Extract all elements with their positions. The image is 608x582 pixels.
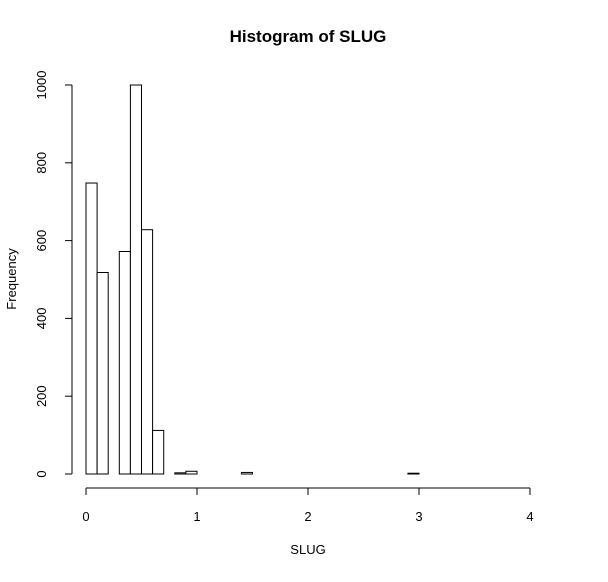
y-tick-label: 800 — [34, 152, 49, 174]
x-tick-label: 2 — [304, 509, 311, 524]
histogram-bar — [407, 472, 420, 475]
histogram-bar — [129, 84, 142, 475]
histogram-bar — [152, 429, 165, 475]
y-axis-label: Frequency — [4, 248, 19, 310]
y-tick-label: 1000 — [34, 71, 49, 100]
histogram-bar — [240, 471, 253, 475]
histogram-bar — [96, 272, 109, 475]
y-axis: 0 200 400 600 800 1000 — [34, 71, 73, 478]
chart-title: Histogram of SLUG — [230, 27, 387, 46]
x-tick-label: 1 — [193, 509, 200, 524]
x-axis: 0 1 2 3 4 — [82, 487, 534, 524]
bars-group — [85, 84, 420, 475]
histogram-bar — [141, 229, 154, 475]
y-tick-label: 400 — [34, 308, 49, 330]
y-tick-label: 200 — [34, 385, 49, 407]
y-tick-label: 600 — [34, 230, 49, 252]
histogram-bar — [118, 250, 131, 475]
y-tick-label: 0 — [34, 470, 49, 477]
x-tick-label: 0 — [82, 509, 89, 524]
histogram-bar — [185, 470, 198, 475]
x-tick-label: 4 — [526, 509, 533, 524]
x-axis-label: SLUG — [290, 542, 325, 557]
x-tick-label: 3 — [415, 509, 422, 524]
histogram-bar — [174, 472, 187, 475]
histogram-bar — [85, 182, 98, 475]
